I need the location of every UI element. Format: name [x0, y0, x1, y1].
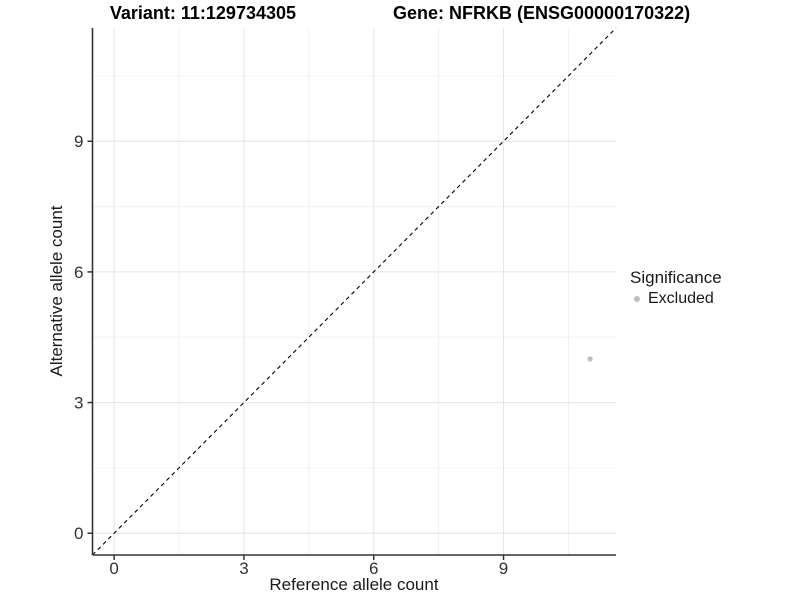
y-tick-label: 9: [74, 132, 83, 151]
identity-dashed-line: [92, 27, 617, 556]
x-tick-label: 3: [239, 559, 248, 578]
legend-entries: Excluded: [630, 290, 722, 308]
plot-title-variant: Variant: 11:129734305: [109, 3, 297, 23]
plot-title: Variant: 11:129734305 Gene: NFRKB (ENSG0…: [0, 3, 800, 24]
x-tick-label: 0: [109, 559, 118, 578]
x-tick-label: 6: [369, 559, 378, 578]
y-tick-label: 0: [74, 524, 83, 543]
y-axis-title: Alternative allele count: [47, 205, 66, 377]
legend-entry-label: Excluded: [648, 290, 714, 307]
plot-title-gene: Gene: NFRKB (ENSG00000170322): [393, 3, 691, 23]
legend-entry: Excluded: [630, 290, 722, 308]
y-tick-label: 6: [74, 263, 83, 282]
y-tick-label: 3: [74, 394, 83, 413]
x-axis-title: Reference allele count: [269, 575, 439, 594]
legend: Significance Excluded: [630, 268, 722, 308]
legend-point-icon: [634, 296, 640, 302]
scatter-point: [587, 356, 593, 362]
x-tick-label: 9: [499, 559, 508, 578]
legend-title: Significance: [630, 268, 722, 287]
